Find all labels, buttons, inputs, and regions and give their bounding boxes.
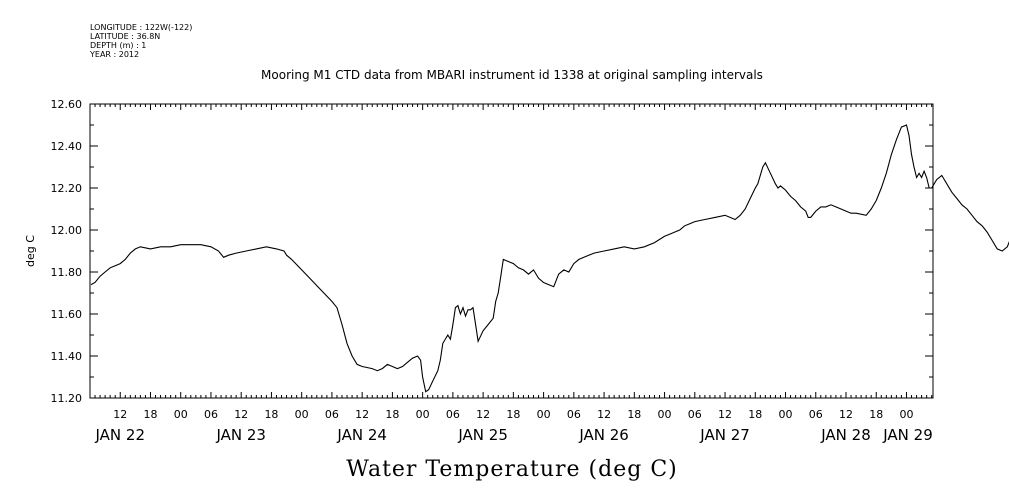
x-hour-label: 18 [627,408,641,421]
x-hour-label: 00 [779,408,793,421]
x-hour-label: 06 [325,408,339,421]
x-hour-label: 06 [567,408,581,421]
x-hour-label: 00 [658,408,672,421]
x-hour-label: 12 [476,408,490,421]
x-hour-label: 00 [416,408,430,421]
longitude-label: LONGITUDE : 122W(-122) [90,23,192,32]
x-hour-label: 00 [899,408,913,421]
x-day-label: JAN 22 [94,426,145,444]
x-hour-label: 06 [688,408,702,421]
x-hour-label: 12 [234,408,248,421]
chart-title: Mooring M1 CTD data from MBARI instrumen… [261,68,763,82]
x-hour-label: 00 [295,408,309,421]
x-hour-label: 18 [143,408,157,421]
x-hour-label: 18 [385,408,399,421]
x-day-label: JAN 27 [699,426,750,444]
x-hour-label: 12 [597,408,611,421]
x-hour-label: 06 [446,408,460,421]
x-hour-label: 12 [718,408,732,421]
x-hour-label: 18 [869,408,883,421]
y-tick-label: 11.40 [51,350,83,363]
x-day-label: JAN 29 [882,426,933,444]
x-axis-label: Water Temperature (deg C) [346,457,678,482]
x-hour-label: 12 [113,408,127,421]
latitude-label: LATITUDE : 36.8N [90,32,160,41]
x-hour-label: 18 [748,408,762,421]
x-hour-label: 18 [264,408,278,421]
y-tick-label: 11.20 [51,392,83,405]
y-tick-label: 12.00 [51,224,83,237]
y-axis-label: deg C [24,235,37,267]
x-day-label: JAN 26 [578,426,629,444]
x-day-label: JAN 23 [215,426,266,444]
x-day-label: JAN 25 [457,426,508,444]
y-tick-label: 11.80 [51,266,83,279]
y-tick-label: 11.60 [51,308,83,321]
x-hour-label: 18 [506,408,520,421]
x-axis: 12 18 00 06 12 18 00 06 12 18 00 06 12 18 00 06 12 18 00 06… [89,104,933,444]
series-line [90,124,1009,393]
x-hour-label: 00 [537,408,551,421]
x-hour-label: 06 [204,408,218,421]
y-tick-label: 12.20 [51,182,83,195]
x-hour-label: 12 [839,408,853,421]
y-tick-label: 12.60 [51,98,83,111]
y-axis: 11.20 11.40 11.60 11.80 12.00 12.20 12.40 12.60 [51,98,933,405]
y-tick-label: 12.40 [51,140,83,153]
plot-frame [89,103,934,399]
x-hour-label: 12 [355,408,369,421]
year-label: YEAR : 2012 [89,50,139,59]
x-hour-label: 00 [174,408,188,421]
depth-label: DEPTH (m) : 1 [90,41,146,50]
x-day-label: JAN 24 [336,426,387,444]
x-hour-label: 06 [809,408,823,421]
x-day-label: JAN 28 [820,426,871,444]
